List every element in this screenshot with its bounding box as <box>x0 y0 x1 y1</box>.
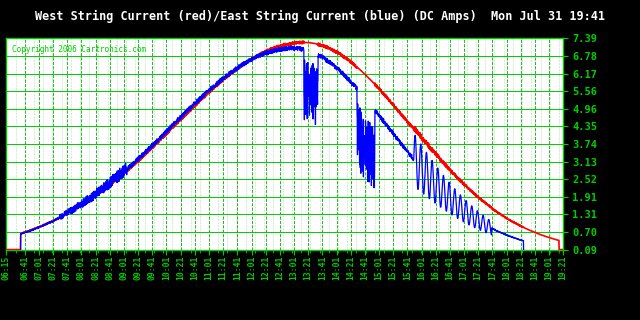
Text: West String Current (red)/East String Current (blue) (DC Amps)  Mon Jul 31 19:41: West String Current (red)/East String Cu… <box>35 10 605 23</box>
Text: Copyright 2006 Cartronics.com: Copyright 2006 Cartronics.com <box>12 45 146 54</box>
